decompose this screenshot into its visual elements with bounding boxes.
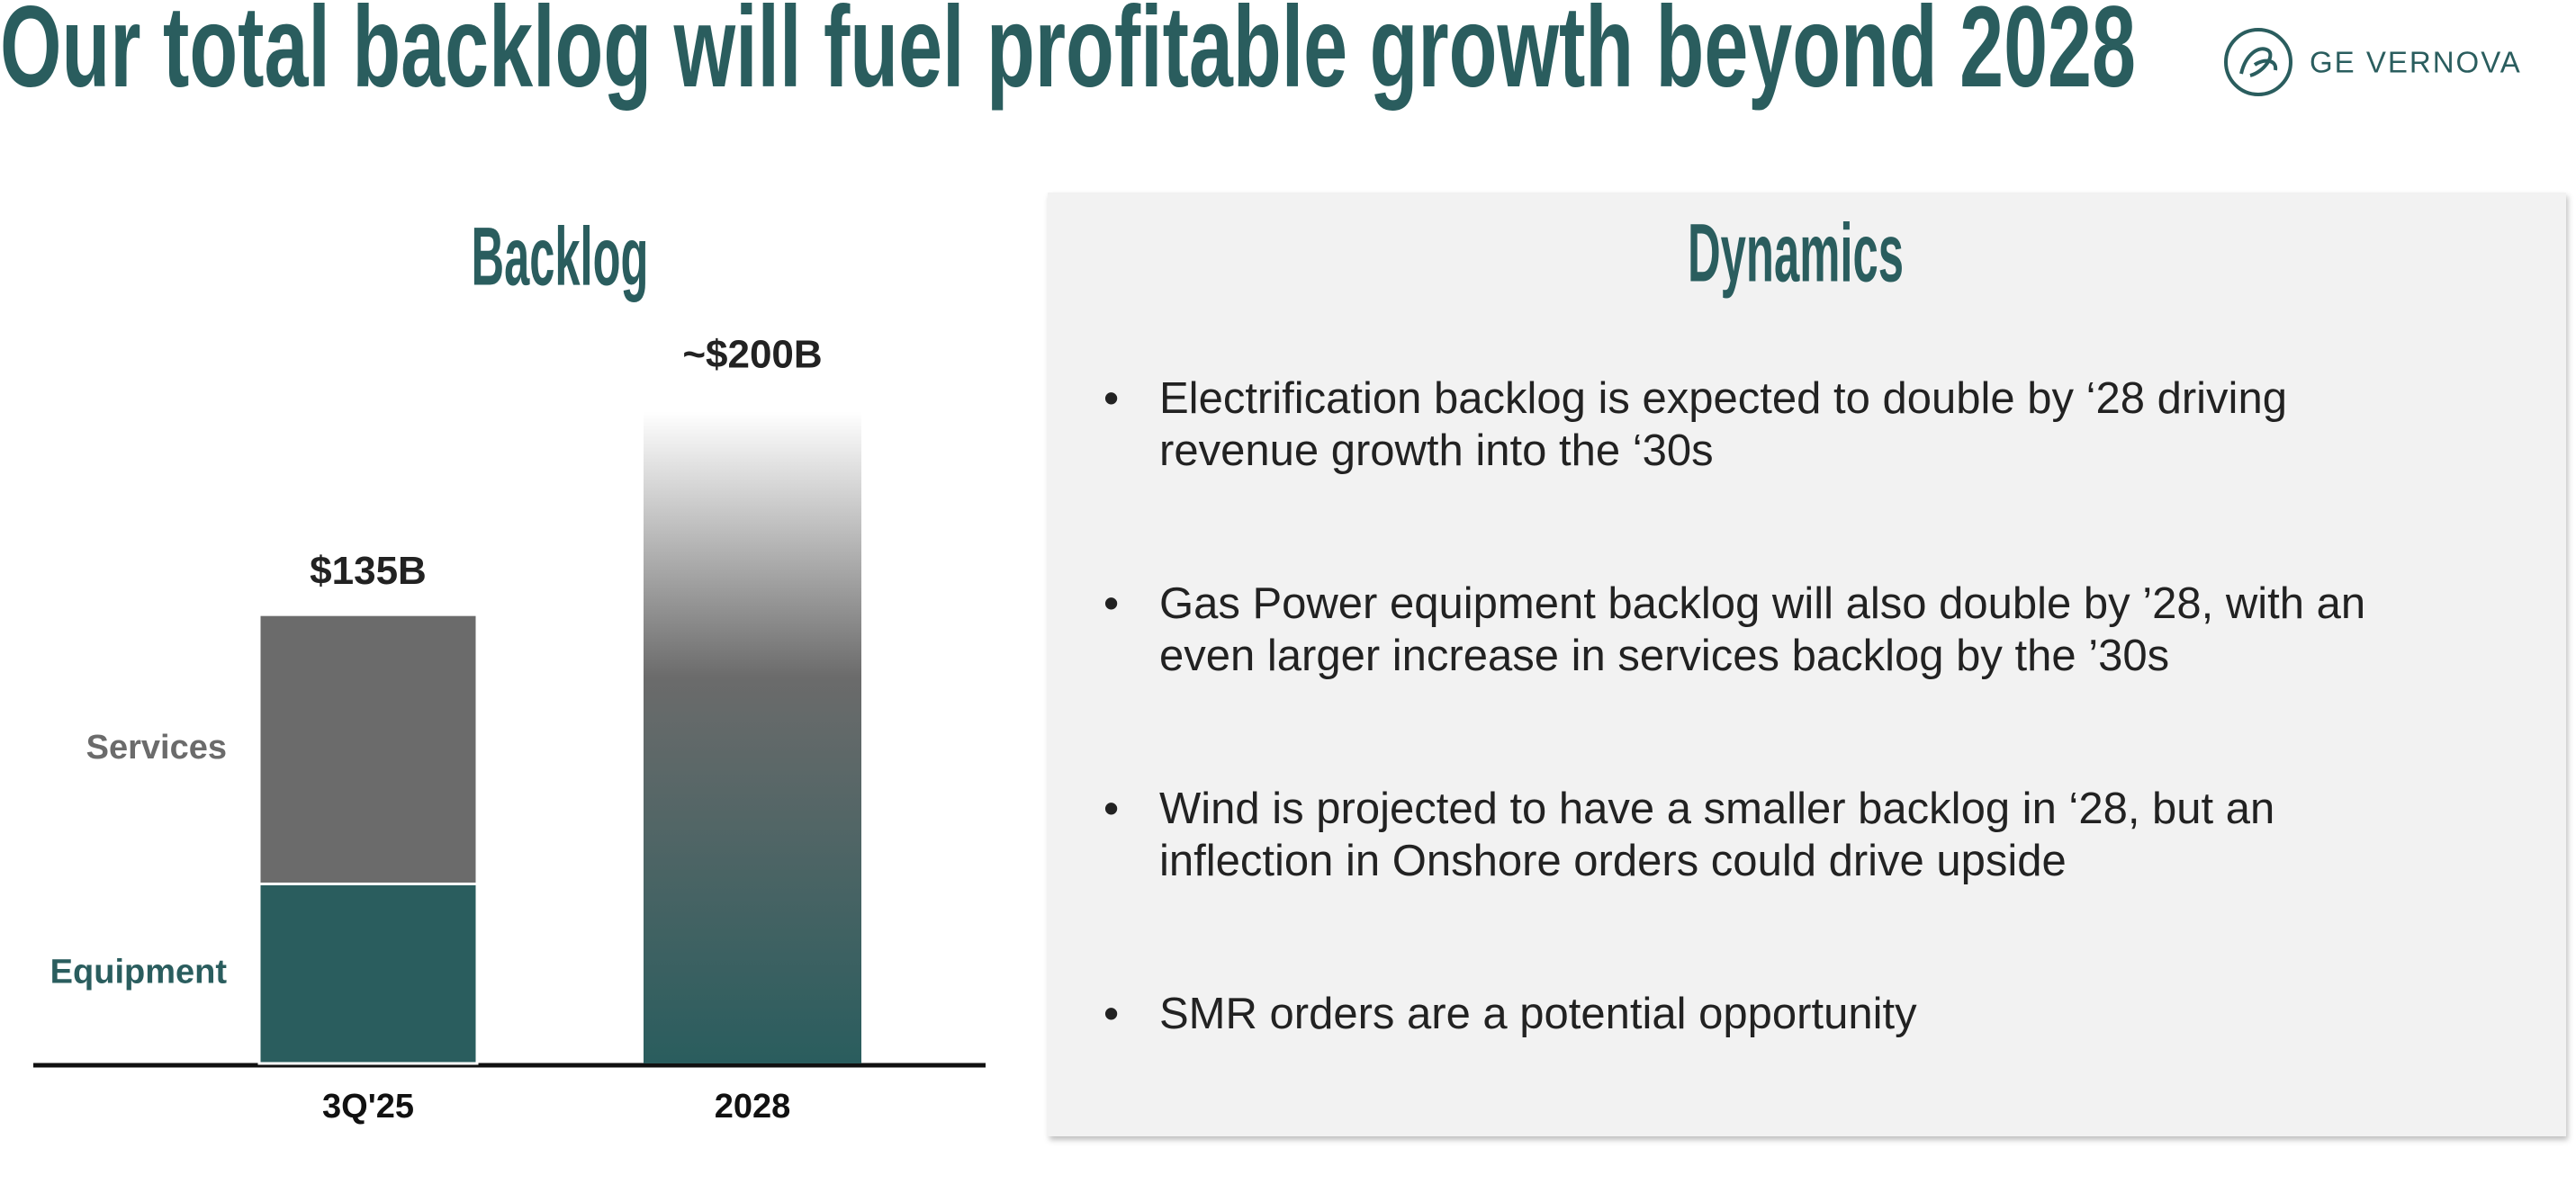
bullet-dot: • bbox=[1103, 990, 1120, 1038]
bullet: • Electrification backlog is expected to … bbox=[1103, 372, 2454, 578]
bullet: • SMR orders are a potential opportunity bbox=[1103, 988, 2454, 1193]
data-label: $135B bbox=[310, 549, 427, 593]
page: Our total backlog will fuel profitable g… bbox=[0, 0, 2566, 1136]
bullet-dot: • bbox=[1103, 374, 1120, 423]
bar-segment bbox=[257, 882, 479, 1065]
data-label: ~$200B bbox=[682, 333, 822, 377]
slide: Our total backlog will fuel profitable g… bbox=[0, 0, 2522, 1126]
series-label: Equipment bbox=[50, 953, 228, 991]
brand-name: GE VERNOVA bbox=[2310, 46, 2522, 79]
bar-total bbox=[644, 399, 861, 1063]
bullet-dot: • bbox=[1103, 785, 1120, 833]
x-tick-label: 3Q'25 bbox=[322, 1088, 414, 1126]
logo-glyph bbox=[2239, 47, 2278, 77]
series-label: Services bbox=[86, 729, 227, 767]
bullet-text: Wind is projected to have a smaller back… bbox=[1159, 785, 2275, 885]
bullet-list: • Electrification backlog is expected to … bbox=[1103, 372, 2454, 1193]
slide-title: Our total backlog will fuel profitable g… bbox=[0, 0, 2136, 112]
panel-title: Dynamics bbox=[1688, 207, 1904, 299]
bullet: • Wind is projected to have a smaller bac… bbox=[1103, 783, 2454, 988]
x-tick-label: 2028 bbox=[715, 1088, 791, 1126]
bullet-text: SMR orders are a potential opportunity bbox=[1159, 990, 1917, 1038]
bullet-text: Electrification backlog is expected to d… bbox=[1159, 374, 2287, 475]
chart-title: Backlog bbox=[472, 211, 649, 302]
panel-heading: Dynamics bbox=[1688, 207, 1904, 299]
logo-mark bbox=[2224, 28, 2292, 96]
bullet-dot: • bbox=[1103, 579, 1120, 628]
dynamics-panel: Dynamics • Electrification backlog is exp… bbox=[1048, 193, 2566, 1136]
bullet: • Gas Power equipment backlog will also d… bbox=[1103, 578, 2454, 783]
bullet-text: Gas Power equipment backlog will also do… bbox=[1159, 579, 2366, 680]
logo bbox=[2224, 28, 2292, 96]
bar-segment bbox=[257, 613, 479, 885]
